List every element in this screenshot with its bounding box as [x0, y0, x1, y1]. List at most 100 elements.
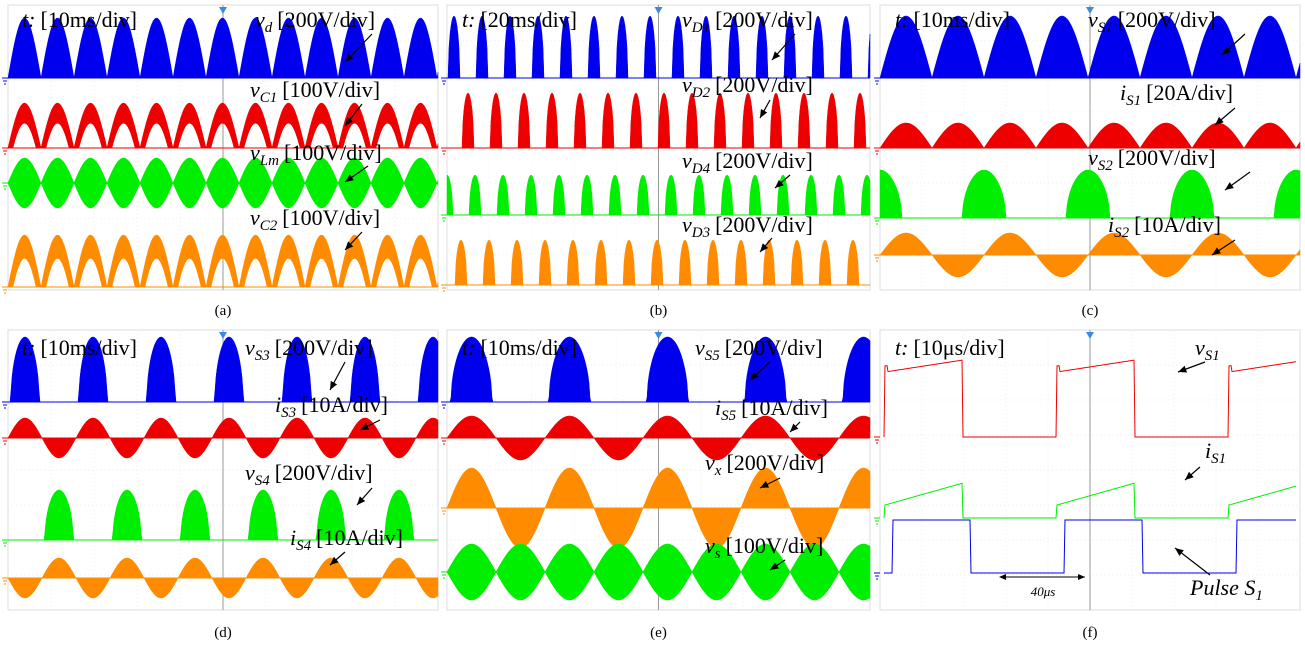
channel-label: Pulse S1: [1189, 575, 1263, 604]
symbol: v: [682, 148, 692, 173]
symbol: Pulse S: [1189, 575, 1255, 600]
scale: [10A/div]: [316, 525, 403, 550]
symbol: t:: [22, 335, 35, 360]
scale: [200V/div]: [715, 148, 813, 173]
subscript: S3: [255, 348, 270, 364]
ground-marker: [2, 183, 8, 189]
symbol: v: [695, 335, 705, 360]
scale: [10ms/div]: [480, 335, 577, 360]
ground-marker: [2, 402, 8, 408]
ground-marker: [874, 518, 880, 524]
ground-marker: [2, 287, 8, 293]
subscript: D4: [691, 161, 711, 177]
subscript: 1: [1255, 588, 1263, 604]
subscript: S1: [1126, 93, 1141, 109]
caption: (e): [650, 625, 667, 641]
scale: [200V/div]: [725, 335, 823, 360]
symbol: v: [1195, 335, 1205, 360]
ground-marker: [874, 573, 880, 579]
symbol: v: [245, 460, 255, 485]
ground-marker: [2, 540, 8, 546]
scale: [20A/div]: [1146, 80, 1233, 105]
scale: [10μs/div]: [913, 335, 1004, 360]
subscript: S3: [281, 405, 296, 421]
scale: [100V/div]: [284, 140, 382, 165]
ground-marker: [874, 437, 880, 443]
symbol: v: [250, 77, 260, 102]
scale: [10ms/div]: [40, 7, 137, 32]
subscript: Lm: [259, 153, 279, 169]
caption: (a): [215, 303, 232, 319]
ground-marker: [874, 78, 880, 84]
scale: [10A/div]: [301, 392, 388, 417]
scale: [200V/div]: [277, 7, 375, 32]
subscript: s: [715, 546, 721, 562]
ground-marker: [2, 438, 8, 444]
symbol: v: [1088, 7, 1098, 32]
symbol: v: [682, 212, 692, 237]
scale: [200V/div]: [715, 212, 813, 237]
symbol: v: [705, 533, 715, 558]
subscript: S1: [1098, 20, 1113, 36]
ground-marker: [441, 148, 447, 154]
scale: [10A/div]: [1134, 212, 1221, 237]
symbol: t:: [22, 7, 35, 32]
subscript: D2: [691, 85, 711, 101]
subscript: D3: [691, 225, 710, 241]
symbol: v: [1088, 145, 1098, 170]
scale: [200V/div]: [1118, 7, 1216, 32]
subscript: S5: [705, 348, 721, 364]
subscript: x: [714, 463, 722, 479]
symbol: t:: [462, 7, 475, 32]
ground-marker: [2, 578, 8, 584]
panel: [874, 5, 1300, 290]
ground-marker: [874, 218, 880, 224]
scale: [10ms/div]: [913, 7, 1010, 32]
ground-marker: [874, 255, 880, 261]
panel: [2, 330, 438, 610]
scale: [200V/div]: [715, 72, 813, 97]
caption: (d): [214, 625, 232, 641]
symbol: v: [682, 72, 692, 97]
scale: [100V/div]: [282, 205, 380, 230]
symbol: v: [245, 335, 255, 360]
subscript: S1: [1205, 348, 1220, 364]
scale: [200V/div]: [1118, 145, 1216, 170]
scale: [100V/div]: [282, 77, 380, 102]
symbol: t:: [895, 7, 908, 32]
symbol: v: [250, 205, 260, 230]
caption: (c): [1082, 303, 1099, 319]
ground-marker: [2, 148, 8, 154]
subscript: S2: [1114, 225, 1130, 241]
caption: (b): [650, 303, 668, 319]
caption: (f): [1083, 625, 1098, 641]
scale: [100V/div]: [726, 533, 824, 558]
figure: t:[10ms/div]vd[200V/div]vC1[100V/div]vLm…: [0, 0, 1305, 645]
subscript: S2: [1098, 158, 1114, 174]
ground-marker: [441, 78, 447, 84]
ground-marker: [441, 402, 447, 408]
annotation: 40μs: [1031, 584, 1056, 599]
symbol: v: [705, 450, 715, 475]
scale: [10A/div]: [741, 395, 828, 420]
ground-marker: [441, 215, 447, 221]
ground-marker: [441, 285, 447, 291]
scale: [200V/div]: [726, 450, 824, 475]
symbol: v: [682, 7, 692, 32]
subscript: S4: [255, 473, 271, 489]
subscript: S4: [296, 538, 312, 554]
scale: [200V/div]: [715, 7, 813, 32]
subscript: D1: [691, 20, 710, 36]
scale: [20ms/div]: [480, 7, 577, 32]
panel: [874, 330, 1300, 610]
scale: [200V/div]: [275, 460, 373, 485]
symbol: t:: [462, 335, 475, 360]
scale: [200V/div]: [275, 335, 373, 360]
subscript: C1: [260, 90, 278, 106]
subscript: S5: [721, 408, 737, 424]
symbol: v: [255, 7, 265, 32]
ground-marker: [441, 572, 447, 578]
ground-marker: [874, 148, 880, 154]
ground-marker: [441, 438, 447, 444]
symbol: t:: [895, 335, 908, 360]
